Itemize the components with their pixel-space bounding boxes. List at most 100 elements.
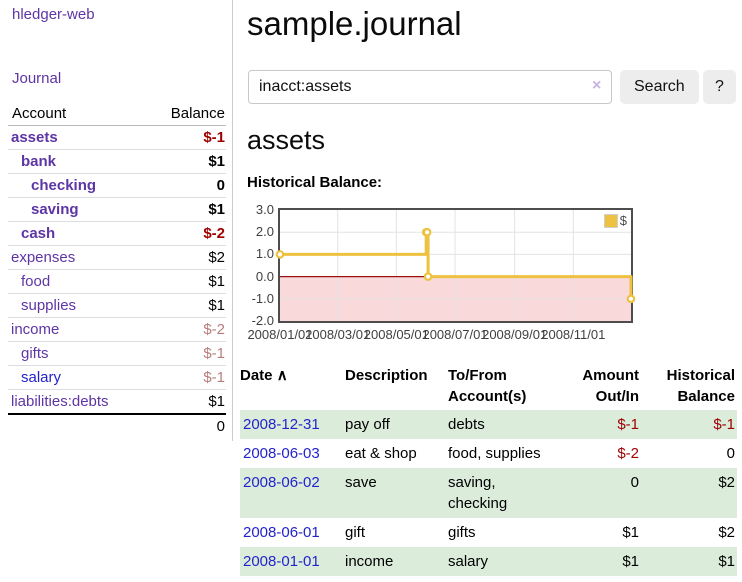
- transaction-accounts: salary: [448, 553, 489, 570]
- account-heading: assets: [247, 125, 326, 155]
- transaction-date-link[interactable]: 2008-06-03: [243, 445, 320, 462]
- data-point: [275, 250, 285, 259]
- data-point: [626, 294, 636, 304]
- account-row: checking 0: [8, 173, 226, 198]
- transaction-accounts: saving, checking: [448, 474, 508, 512]
- account-balance: $1: [145, 269, 226, 294]
- x-axis-label: 2008/07/01: [422, 327, 488, 342]
- account-row: bank $1: [8, 149, 226, 174]
- account-link[interactable]: saving: [31, 201, 79, 218]
- balance-chart-svg: [275, 210, 636, 321]
- transaction-balance: $-1: [713, 416, 735, 433]
- data-point: [422, 227, 432, 237]
- x-axis-label: 2008/01/01: [247, 327, 313, 342]
- transaction-amount: $1: [622, 524, 639, 541]
- transaction-row: 2008-06-02 save saving, checking 0 $2: [240, 468, 737, 518]
- account-balance: $1: [145, 197, 226, 222]
- accounts-header-account: Account: [8, 102, 146, 126]
- account-balance: $-2: [145, 317, 226, 342]
- y-axis-label: 2.0: [255, 224, 274, 240]
- transaction-balance: 0: [726, 445, 735, 462]
- sidebar: hledger-web Journal Account Balance asse…: [0, 0, 233, 441]
- transaction-accounts: gifts: [448, 524, 476, 541]
- transaction-description: pay off: [345, 416, 390, 433]
- transaction-balance: $2: [718, 524, 735, 541]
- data-point: [423, 272, 433, 281]
- transaction-amount: $-2: [617, 445, 639, 462]
- accounts-total-spacer: [8, 413, 146, 438]
- column-header-date[interactable]: Date ∧: [240, 367, 288, 384]
- account-row: expenses $2: [8, 245, 226, 270]
- account-link[interactable]: supplies: [21, 297, 77, 314]
- transaction-balance: $2: [718, 474, 735, 491]
- help-button[interactable]: ?: [703, 70, 736, 104]
- clear-search-icon[interactable]: ×: [592, 77, 602, 94]
- account-balance: $-1: [145, 365, 226, 390]
- account-row: gifts $-1: [8, 341, 226, 366]
- transaction-row: 2008-06-03 eat & shop food, supplies $-2 0: [240, 439, 737, 468]
- account-balance: $1: [145, 149, 226, 174]
- transaction-amount: 0: [630, 474, 639, 491]
- sort-ascending-icon: ∧: [276, 367, 288, 384]
- transaction-accounts: debts: [448, 416, 485, 433]
- transaction-date-link[interactable]: 2008-06-01: [243, 524, 320, 541]
- y-axis-label: 3.0: [255, 202, 274, 217]
- account-row: food $1: [8, 269, 226, 294]
- transaction-date-link[interactable]: 2008-01-01: [243, 553, 320, 570]
- column-header-balance: Historical Balance: [666, 367, 735, 405]
- account-link[interactable]: cash: [21, 225, 56, 242]
- account-row: income $-2: [8, 317, 226, 342]
- account-link[interactable]: gifts: [21, 345, 49, 362]
- transaction-description: gift: [345, 524, 366, 541]
- account-balance: $1: [145, 293, 226, 318]
- x-axis-label: 2008/03/01: [305, 327, 371, 342]
- account-link[interactable]: income: [11, 321, 60, 338]
- transaction-balance: $1: [718, 553, 735, 570]
- account-link[interactable]: assets: [11, 129, 58, 146]
- page-title: sample.journal: [247, 5, 462, 42]
- account-link[interactable]: liabilities:debts: [11, 393, 109, 410]
- account-balance: $-1: [145, 341, 226, 366]
- transaction-description: income: [345, 553, 394, 570]
- account-balance: $1: [145, 389, 226, 415]
- account-link[interactable]: salary: [21, 369, 62, 386]
- account-link[interactable]: food: [21, 273, 51, 290]
- account-row: liabilities:debts $1: [8, 389, 226, 415]
- accounts-total-row: 0: [8, 413, 226, 438]
- x-axis-label: 2008/05/01: [363, 327, 429, 342]
- transaction-amount: $1: [622, 553, 639, 570]
- transaction-date-link[interactable]: 2008-12-31: [243, 416, 320, 433]
- search-input[interactable]: [248, 70, 612, 104]
- account-row: cash $-2: [8, 221, 226, 246]
- account-balance: 0: [145, 173, 226, 198]
- transaction-accounts: food, supplies: [448, 445, 541, 462]
- account-link[interactable]: expenses: [11, 249, 76, 266]
- account-balance: $-2: [145, 221, 226, 246]
- transaction-row: 2008-12-31 pay off debts $-1 $-1: [240, 410, 737, 439]
- transactions-header-row: Date ∧ Description To/From Account(s) Am…: [240, 362, 737, 410]
- account-row: assets $-1: [8, 125, 226, 150]
- transaction-description: eat & shop: [345, 445, 417, 462]
- transaction-date-link[interactable]: 2008-06-02: [243, 474, 320, 491]
- accounts-header-balance: Balance: [145, 102, 226, 126]
- transaction-row: 2008-06-01 gift gifts $1 $2: [240, 518, 737, 547]
- legend-label: $: [619, 213, 627, 228]
- legend-swatch: [603, 214, 618, 228]
- column-header-amount: Amount Out/In: [582, 367, 639, 405]
- account-link[interactable]: checking: [31, 177, 97, 194]
- y-axis-label: 1.0: [255, 246, 274, 262]
- sidebar-item-journal[interactable]: Journal: [12, 70, 62, 87]
- accounts-total-balance: 0: [145, 413, 226, 438]
- accounts-table: Account Balance assets $-1 bank $1 checking 0…: [8, 102, 226, 438]
- search-button[interactable]: Search: [620, 70, 699, 104]
- transactions-table: Date ∧ Description To/From Account(s) Am…: [240, 362, 737, 576]
- account-row: supplies $1: [8, 293, 226, 318]
- y-axis-label: 0.0: [255, 268, 274, 284]
- account-link[interactable]: bank: [21, 153, 57, 170]
- account-row: saving $1: [8, 197, 226, 222]
- column-header-description: Description: [345, 367, 428, 384]
- x-axis-label: 2008/11/01: [541, 327, 606, 342]
- app-title-link[interactable]: hledger-web: [12, 6, 95, 23]
- account-row: salary $-1: [8, 365, 226, 390]
